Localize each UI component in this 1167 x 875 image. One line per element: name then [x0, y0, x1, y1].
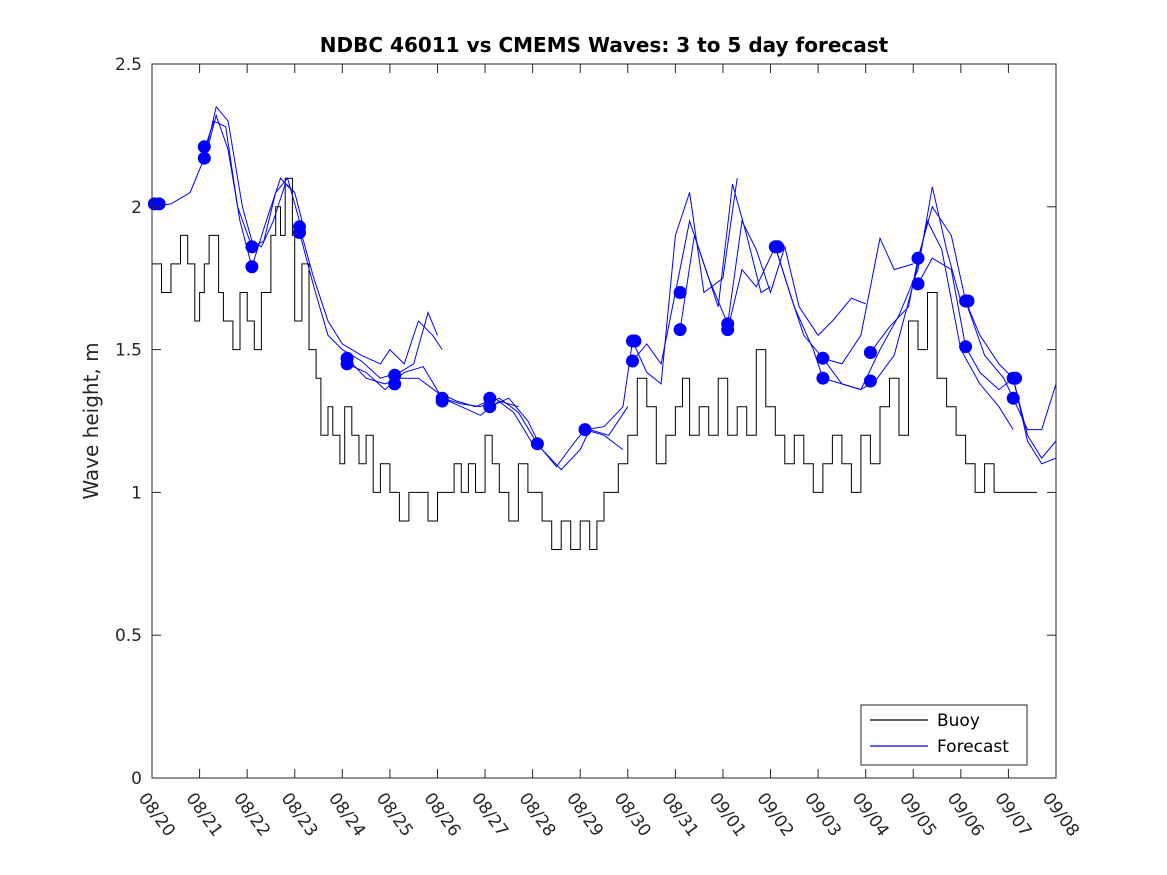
x-tick-label: 08/31: [657, 789, 702, 840]
x-tick-label: 09/07: [990, 789, 1035, 840]
forecast-marker: [863, 374, 877, 388]
x-tick-label: 09/03: [800, 789, 845, 840]
plot-content: [147, 105, 1057, 550]
forecast-line-4: [299, 232, 438, 379]
forecast-line-0: [151, 105, 296, 248]
chart-title: NDBC 46011 vs CMEMS Waves: 3 to 5 day fo…: [320, 33, 889, 57]
forecast-marker: [578, 423, 592, 437]
forecast-marker: [1006, 391, 1020, 405]
forecast-marker: [961, 294, 975, 308]
y-tick-label: 2.5: [115, 55, 142, 75]
x-tick-label: 08/22: [229, 789, 274, 840]
forecast-line-9: [584, 178, 738, 431]
forecast-line-5: [346, 357, 534, 445]
buoy-line: [152, 177, 1037, 550]
x-tick-label: 09/04: [848, 789, 893, 840]
x-tick-label: 08/24: [324, 789, 369, 840]
forecast-marker: [721, 323, 735, 337]
forecast-line-15: [869, 205, 1057, 431]
forecast-line-16: [917, 257, 1057, 459]
forecast-marker: [483, 400, 497, 414]
forecast-marker: [626, 354, 639, 368]
forecast-marker: [245, 260, 259, 274]
forecast-line-11: [679, 219, 866, 337]
forecast-marker: [388, 377, 402, 391]
forecast-marker: [673, 286, 687, 299]
forecast-marker: [152, 197, 166, 211]
legend-box: [860, 704, 1028, 766]
x-tick-label: 08/27: [467, 789, 512, 840]
x-tick-label: 09/02: [752, 789, 797, 840]
forecast-marker: [911, 277, 925, 291]
forecast-marker: [340, 357, 354, 371]
x-tick-label: 08/23: [277, 789, 322, 840]
y-tick-label: 2: [131, 198, 142, 218]
x-tick-label: 08/26: [419, 789, 464, 840]
forecast-marker: [771, 240, 785, 254]
forecast-marker: [816, 351, 830, 365]
x-tick-label: 09/01: [705, 789, 750, 840]
x-tick-label: 08/20: [134, 789, 179, 840]
forecast-line-7: [442, 397, 624, 468]
y-tick-label: 0.5: [115, 626, 142, 646]
y-tick-label: 1: [131, 483, 142, 503]
forecast-marker: [816, 371, 830, 385]
forecast-marker: [628, 334, 642, 348]
x-tick-label: 09/05: [895, 789, 940, 840]
legend-label-buoy: Buoy: [937, 711, 980, 731]
forecast-marker: [530, 437, 544, 451]
forecast-marker: [673, 323, 687, 337]
x-tick-label: 08/25: [372, 789, 417, 840]
forecast-marker: [863, 346, 877, 359]
forecast-line-8: [489, 397, 629, 471]
x-tick-label: 09/08: [1038, 789, 1083, 840]
y-tick-label: 1.5: [115, 341, 142, 361]
y-axis-label: Wave height, m: [79, 342, 103, 499]
forecast-marker: [197, 140, 211, 154]
x-tick-label: 08/30: [610, 789, 655, 840]
forecast-marker: [959, 340, 973, 354]
forecast-marker: [245, 240, 259, 254]
forecast-marker: [293, 226, 306, 239]
forecast-marker: [911, 251, 925, 265]
legend: Buoy Forecast: [860, 704, 1028, 766]
x-tick-label: 09/06: [943, 789, 988, 840]
y-axis: 0 0.5 1 1.5 2 2.5: [115, 55, 1056, 789]
x-tick-label: 08/28: [515, 789, 560, 840]
forecast-marker: [1009, 371, 1023, 385]
forecast-line-3: [299, 226, 443, 365]
forecast-line-13: [774, 186, 962, 391]
forecast-marker: [435, 394, 449, 408]
x-tick-label: 08/29: [562, 789, 607, 840]
forecast-line-12: [727, 236, 914, 365]
plot-frame: [151, 63, 1057, 779]
y-tick-label: 0: [131, 769, 142, 789]
forecast-marker: [197, 151, 211, 165]
legend-label-forecast: Forecast: [937, 737, 1009, 757]
x-tick-label: 08/21: [182, 789, 227, 840]
